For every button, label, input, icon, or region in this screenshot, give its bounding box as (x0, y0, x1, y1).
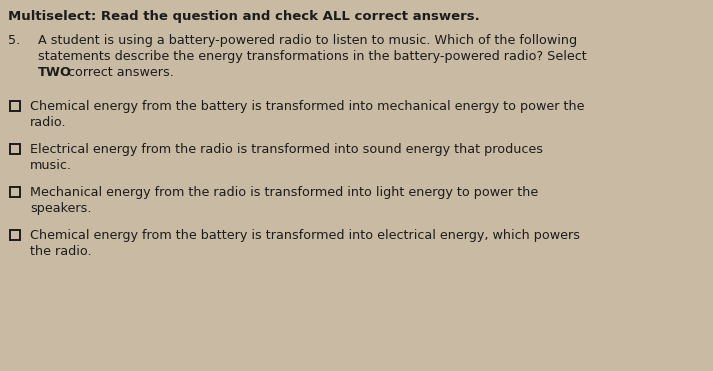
Text: Mechanical energy from the radio is transformed into light energy to power the: Mechanical energy from the radio is tran… (30, 186, 538, 199)
Bar (10, 230, 20, 240)
Text: Chemical energy from the battery is transformed into mechanical energy to power : Chemical energy from the battery is tran… (30, 100, 585, 113)
Text: speakers.: speakers. (30, 202, 91, 215)
Text: 5.: 5. (8, 34, 20, 47)
Text: A student is using a battery-powered radio to listen to music. Which of the foll: A student is using a battery-powered rad… (38, 34, 577, 47)
Text: statements describe the energy transformations in the battery-powered radio? Sel: statements describe the energy transform… (38, 50, 587, 63)
Text: the radio.: the radio. (30, 245, 92, 258)
Bar (10, 144, 20, 154)
Text: Chemical energy from the battery is transformed into electrical energy, which po: Chemical energy from the battery is tran… (30, 229, 580, 242)
Bar (10, 187, 20, 197)
Text: Electrical energy from the radio is transformed into sound energy that produces: Electrical energy from the radio is tran… (30, 143, 543, 156)
Bar (10, 101, 20, 111)
Text: Multiselect: Read the question and check ALL correct answers.: Multiselect: Read the question and check… (8, 10, 480, 23)
Text: radio.: radio. (30, 116, 66, 129)
Text: music.: music. (30, 159, 72, 172)
Text: correct answers.: correct answers. (64, 66, 174, 79)
Text: TWO: TWO (38, 66, 72, 79)
